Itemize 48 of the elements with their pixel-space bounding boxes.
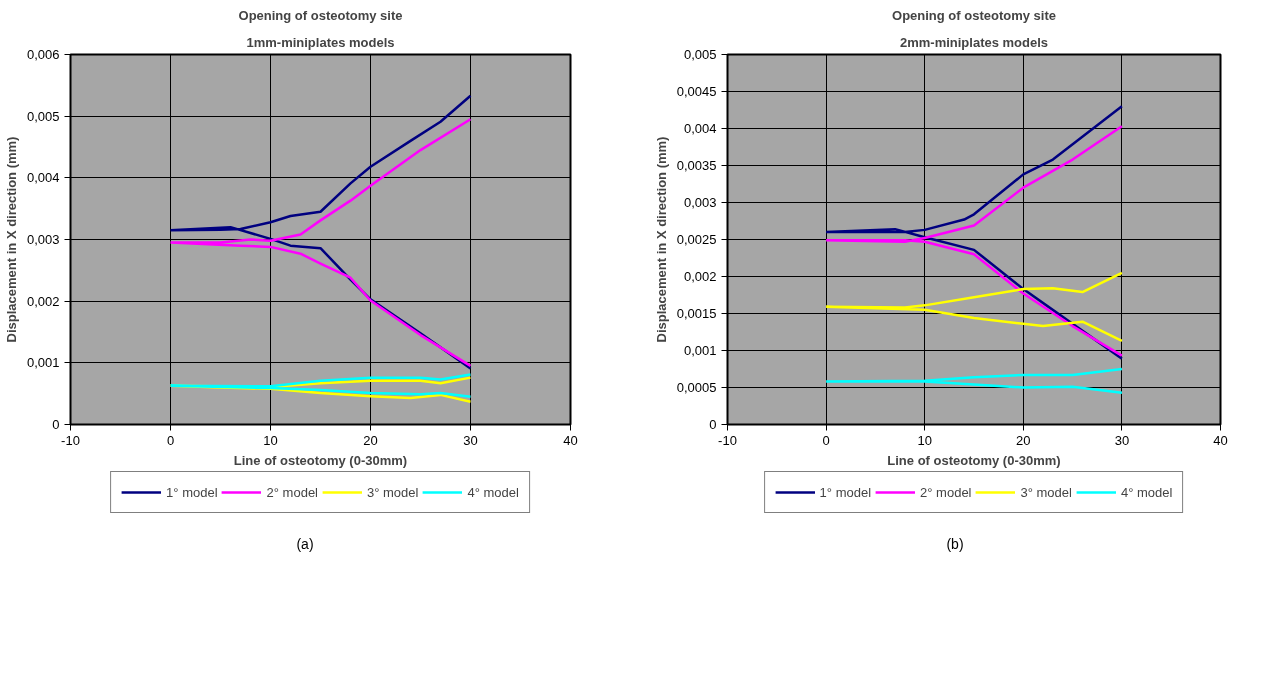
x-axis-title: Line of osteotomy (0-30mm): [887, 452, 1061, 468]
x-tick-label: 30: [463, 432, 478, 448]
legend-label: 2° model: [920, 484, 972, 500]
y-tick-label: 0,004: [683, 121, 717, 136]
chart-title: Opening of osteotomy site: [238, 7, 403, 23]
legend-label: 2° model: [266, 484, 318, 500]
y-axis-title: Displacement in X direction (mm): [3, 136, 19, 343]
y-tick-label: 0: [709, 417, 717, 432]
y-tick-label: 0,0045: [676, 84, 717, 99]
y-tick-label: 0: [52, 417, 60, 432]
x-tick-label: 40: [1213, 432, 1228, 448]
y-tick-label: 0,002: [26, 293, 60, 309]
y-axis-title: Displacement in X direction (mm): [653, 136, 669, 343]
y-tick-label: 0,0035: [676, 158, 717, 173]
y-tick-label: 0,004: [26, 170, 60, 186]
x-tick-label: 20: [363, 432, 378, 448]
x-tick-label: 10: [263, 432, 278, 448]
text: (a): [296, 535, 314, 554]
y-tick-label: 0,006: [26, 47, 60, 62]
y-tick-label: 0,0025: [676, 232, 717, 247]
y-tick-label: 0,001: [26, 355, 60, 371]
chart-subtitle: 2mm-miniplates models: [899, 34, 1049, 50]
legend-label: 1° model: [166, 484, 218, 500]
x-tick-label: 30: [1114, 432, 1130, 448]
x-tick-label: 40: [563, 432, 578, 448]
y-tick-label: 0,005: [683, 47, 717, 62]
x-tick-label: 10: [917, 432, 932, 448]
y-tick-label: 0,0015: [676, 306, 717, 321]
y-tick-label: 0,003: [683, 195, 717, 210]
legend-label: 4° model: [1120, 484, 1173, 500]
chart-subtitle: 1mm-miniplates models: [246, 34, 395, 50]
x-tick-label: -10: [61, 432, 80, 448]
x-tick-label: 0: [822, 432, 830, 448]
y-tick-label: 0,0005: [676, 380, 717, 395]
y-tick-label: 0,005: [26, 108, 60, 124]
y-tick-label: 0,001: [683, 343, 717, 358]
text: (b): [946, 535, 964, 554]
x-axis-title: Line of osteotomy (0-30mm): [233, 452, 408, 468]
legend-label: 3° model: [367, 484, 419, 500]
x-tick-label: -10: [718, 432, 737, 448]
chart-title: Opening of osteotomy site: [892, 7, 1056, 23]
x-tick-label: 20: [1016, 432, 1031, 448]
y-tick-label: 0,003: [26, 232, 60, 247]
legend-label: 4° model: [467, 484, 519, 500]
legend-label: 3° model: [1020, 484, 1072, 500]
y-tick-label: 0,002: [683, 269, 717, 284]
x-tick-label: 0: [166, 432, 175, 448]
legend-label: 1° model: [819, 484, 872, 500]
